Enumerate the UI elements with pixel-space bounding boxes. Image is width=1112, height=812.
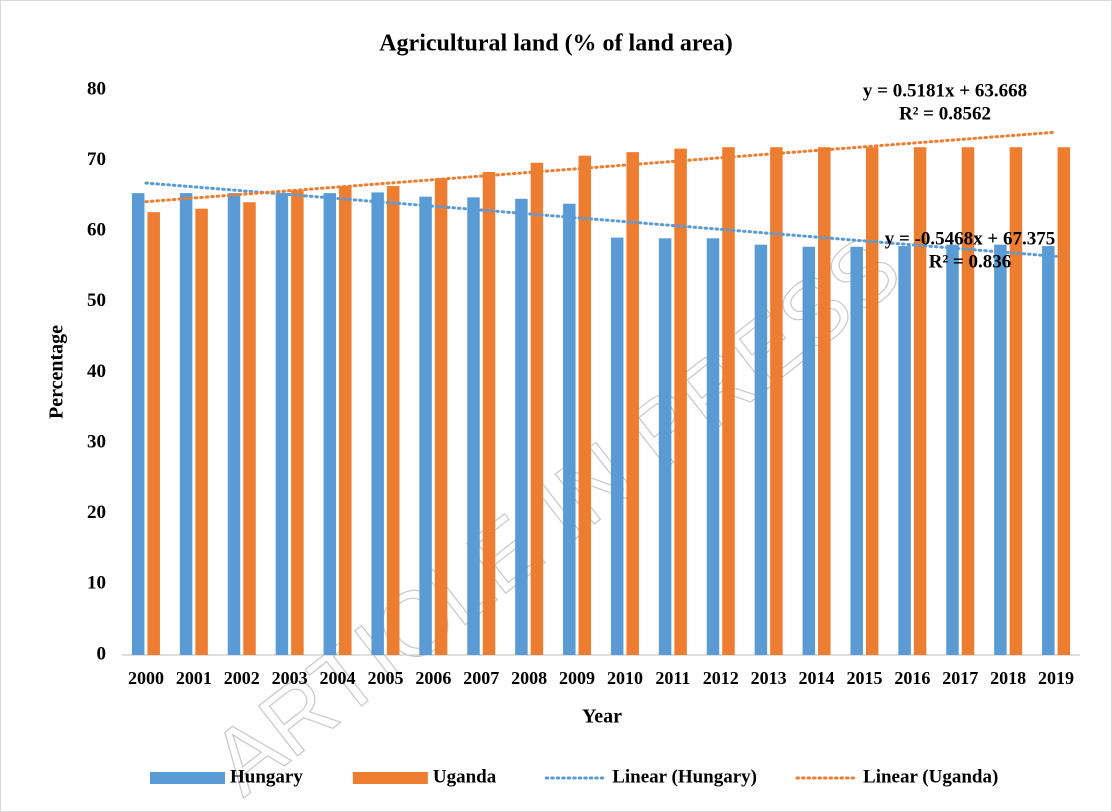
trendline bbox=[144, 130, 1058, 204]
y-axis-label: Percentage bbox=[46, 325, 68, 419]
bar bbox=[722, 147, 735, 656]
legend-label: Hungary bbox=[230, 766, 303, 787]
legend-label: Linear (Uganda) bbox=[863, 766, 998, 787]
x-tick-label: 2011 bbox=[655, 668, 690, 688]
bar bbox=[131, 193, 145, 656]
bar bbox=[563, 203, 576, 656]
bar bbox=[898, 246, 911, 656]
bar bbox=[434, 178, 448, 655]
x-tick-label: 2014 bbox=[799, 668, 835, 688]
x-tick-label: 2012 bbox=[703, 668, 739, 688]
y-tick-label: 10 bbox=[87, 573, 106, 594]
x-tick-label: 2010 bbox=[607, 668, 643, 688]
bar bbox=[243, 202, 256, 655]
x-tick-label: 2001 bbox=[176, 668, 212, 688]
bar bbox=[227, 193, 241, 656]
trendline-equation: y = 0.5181x + 63.668 bbox=[863, 80, 1027, 101]
bar bbox=[818, 147, 831, 656]
bar bbox=[865, 147, 879, 656]
bar bbox=[578, 155, 592, 655]
bar bbox=[482, 171, 496, 656]
legend-label: Linear (Hungary) bbox=[612, 766, 757, 787]
bar bbox=[994, 244, 1007, 655]
bar bbox=[913, 147, 927, 656]
x-tick-label: 2018 bbox=[990, 668, 1026, 688]
x-tick-label: 2015 bbox=[846, 668, 882, 688]
x-tick-label: 2013 bbox=[751, 668, 787, 688]
bar bbox=[291, 190, 304, 655]
y-tick-label: 20 bbox=[87, 502, 106, 523]
bar bbox=[1057, 147, 1071, 656]
bar bbox=[1042, 246, 1055, 656]
x-tick-label: 2000 bbox=[128, 668, 164, 688]
y-tick-label: 0 bbox=[97, 643, 107, 664]
bar bbox=[850, 246, 863, 655]
y-tick-label: 30 bbox=[87, 431, 106, 452]
bar bbox=[1009, 147, 1023, 656]
x-tick-label: 2005 bbox=[367, 668, 403, 688]
x-tick-label: 2006 bbox=[415, 668, 451, 688]
y-tick-label: 40 bbox=[87, 361, 106, 382]
bar bbox=[371, 192, 384, 655]
trendline-r2: R² = 0.836 bbox=[929, 251, 1012, 272]
legend-label: Uganda bbox=[433, 766, 497, 787]
bar bbox=[961, 147, 975, 656]
bar bbox=[179, 193, 193, 656]
bar bbox=[626, 152, 639, 655]
bar bbox=[658, 238, 672, 655]
bar bbox=[419, 196, 432, 656]
bar bbox=[530, 162, 544, 655]
bar bbox=[275, 193, 289, 656]
x-tick-label: 2002 bbox=[224, 668, 260, 688]
bar bbox=[147, 212, 160, 655]
bar bbox=[467, 197, 480, 655]
x-tick-label: 2003 bbox=[272, 668, 308, 688]
bar bbox=[515, 198, 528, 655]
bar bbox=[386, 186, 400, 656]
x-tick-label: 2016 bbox=[894, 668, 930, 688]
bar bbox=[195, 208, 208, 655]
x-tick-label: 2004 bbox=[320, 668, 356, 688]
chart-title: Agricultural land (% of land area) bbox=[379, 31, 733, 57]
trendline-r2: R² = 0.8562 bbox=[899, 103, 991, 124]
x-axis-label: Year bbox=[582, 706, 622, 728]
bar bbox=[946, 244, 959, 655]
x-tick-label: 2009 bbox=[559, 668, 595, 688]
bar bbox=[339, 186, 352, 656]
bar bbox=[610, 237, 624, 655]
bar bbox=[323, 193, 337, 656]
x-tick-label: 2007 bbox=[463, 668, 499, 688]
y-tick-label: 50 bbox=[87, 290, 106, 311]
x-tick-label: 2019 bbox=[1038, 668, 1074, 688]
x-tick-label: 2008 bbox=[511, 668, 547, 688]
bar bbox=[674, 148, 687, 655]
y-tick-label: 60 bbox=[87, 220, 106, 241]
trendline-equation: y = -0.5468x + 67.375 bbox=[885, 228, 1055, 249]
bar bbox=[754, 244, 768, 655]
y-tick-label: 80 bbox=[87, 78, 106, 99]
legend-swatch bbox=[150, 772, 225, 784]
bar bbox=[802, 246, 816, 655]
legend-swatch bbox=[352, 772, 428, 784]
trendline bbox=[144, 181, 1058, 258]
bar bbox=[770, 147, 783, 656]
y-tick-label: 70 bbox=[87, 149, 106, 170]
x-tick-label: 2017 bbox=[942, 668, 978, 688]
bar bbox=[706, 238, 720, 655]
